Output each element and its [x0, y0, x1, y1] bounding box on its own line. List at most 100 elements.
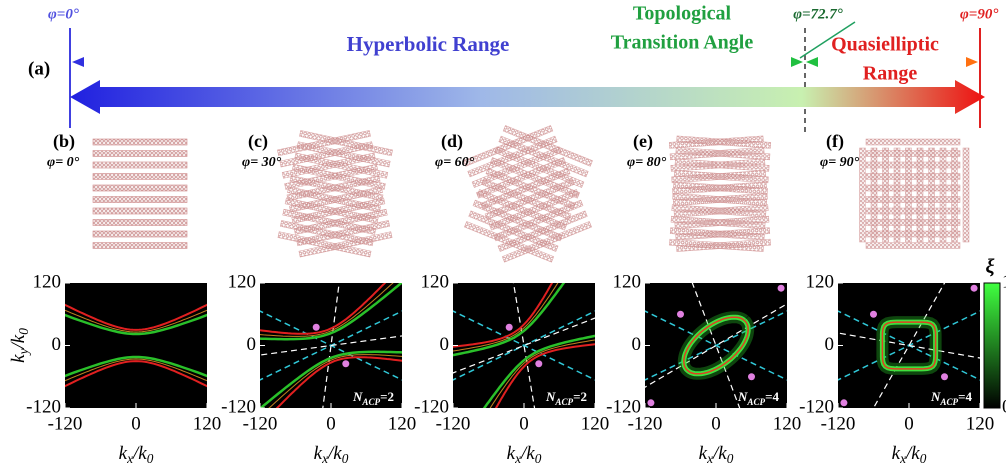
- range-label: Quasielliptic: [831, 34, 939, 56]
- angle-label: φ=90°: [960, 6, 998, 22]
- lattice-row: [859, 147, 866, 243]
- dispersion-curve: [494, 343, 595, 408]
- text-part: 0: [342, 451, 349, 466]
- x-axis-label: kx/k0: [507, 443, 542, 466]
- lattice-row: [291, 197, 386, 224]
- y-tick-label: 120: [33, 271, 62, 292]
- text-part: k: [892, 443, 901, 464]
- x-axis-label: kx/k0: [314, 443, 349, 466]
- panel-label: (e): [633, 131, 653, 152]
- plot-content: [453, 283, 595, 408]
- lattice-row: [92, 138, 188, 146]
- lattice-row: [670, 158, 766, 172]
- x-axis-label: kx/k0: [119, 443, 154, 466]
- lattice-row: [298, 231, 393, 258]
- panel-label: (a): [28, 58, 50, 79]
- lattice-row: [493, 199, 584, 242]
- lattice-row: [92, 230, 188, 238]
- range-arrow: [70, 80, 985, 114]
- arrow-head: [72, 57, 84, 67]
- dispersion-curve: [65, 313, 207, 336]
- colorbar-tick-label: 0: [1002, 396, 1006, 417]
- panel-label: (f): [826, 131, 844, 152]
- lattice-row: [916, 147, 924, 243]
- lattice-row: [281, 152, 376, 179]
- lattice-row: [92, 207, 188, 215]
- dispersion-curve: [260, 283, 394, 337]
- lattice-layer: [668, 135, 771, 252]
- x-tick-label: -120: [628, 413, 663, 434]
- lattice-row: [669, 147, 765, 161]
- lattice-row: [279, 141, 374, 168]
- panel-label: (d): [441, 131, 463, 152]
- x-tick-label: -120: [436, 413, 471, 434]
- y-tick-label: 120: [421, 271, 450, 292]
- text-part: 0: [535, 451, 542, 466]
- nacp-label: NACP=4: [737, 389, 779, 407]
- x-tick-label: -120: [243, 413, 278, 434]
- plot-content: [65, 303, 207, 388]
- range-label: Hyperbolic Range: [347, 32, 510, 56]
- y-tick-label: 120: [613, 271, 642, 292]
- lattice-row: [284, 163, 379, 190]
- crossing-point: [535, 360, 543, 368]
- crossing-point: [970, 284, 978, 292]
- lattice-row: [865, 161, 961, 169]
- asymptote: [453, 310, 595, 381]
- x-tick-label: 0: [904, 413, 914, 434]
- x-tick-label: -120: [48, 413, 83, 434]
- dispersion-curve: [260, 283, 402, 341]
- y-tick-label: -120: [799, 396, 834, 417]
- arrow-head: [966, 57, 978, 67]
- nacp-label: NACP=2: [352, 389, 394, 407]
- crossing-point: [840, 399, 848, 407]
- y-axis-label: ky/k0: [8, 328, 31, 363]
- text-part: x: [321, 451, 328, 466]
- lattice-layer: [865, 138, 961, 249]
- y-tick-label: 120: [228, 271, 257, 292]
- text-part: /k: [520, 443, 535, 464]
- lattice-row: [286, 175, 381, 202]
- crossing-point: [777, 284, 785, 292]
- colorbar: [983, 282, 1001, 409]
- lattice-row: [92, 184, 188, 192]
- lattice-row: [673, 204, 769, 218]
- lattice-layer: [859, 147, 970, 243]
- text-part: k: [314, 443, 323, 464]
- crossing-point: [647, 399, 655, 407]
- lattice-layer: [277, 130, 393, 258]
- angle-label: φ=0°: [48, 6, 79, 22]
- angle-label: φ= 0°: [47, 155, 80, 170]
- text-part: 0: [16, 328, 31, 335]
- iso-contour: [683, 316, 749, 375]
- lattice-row: [289, 186, 383, 213]
- plot-content: [645, 283, 787, 408]
- nacp-count: =2: [573, 389, 587, 404]
- text-part: /k: [132, 443, 147, 464]
- lattice-layer: [92, 138, 188, 249]
- iso-contour: [881, 321, 937, 370]
- lattice-row: [92, 161, 188, 169]
- lattice-row: [471, 146, 562, 188]
- y-tick-label: -120: [221, 396, 256, 417]
- dispersion-curve: [65, 360, 207, 388]
- crossing-point: [505, 323, 513, 331]
- lattice-row: [501, 221, 592, 263]
- lattice-row: [672, 192, 768, 207]
- nacp-label: NACP=2: [545, 389, 587, 407]
- lattice-row: [92, 242, 188, 249]
- lattice-layer: [463, 125, 592, 263]
- crossing-point: [342, 360, 350, 368]
- lattice-row: [865, 184, 961, 192]
- lattice-row: [865, 138, 961, 146]
- lattice-row: [467, 135, 558, 178]
- lattice-row: [674, 215, 770, 229]
- text-part: /k: [712, 443, 727, 464]
- x-axis-label: kx/k0: [699, 443, 734, 466]
- angle-label: φ= 60°: [435, 155, 475, 170]
- dispersion-curve: [65, 309, 207, 333]
- lattice-row: [671, 170, 767, 184]
- guide-line: [838, 332, 980, 359]
- lattice-row: [865, 219, 961, 226]
- lattice-row: [675, 227, 771, 241]
